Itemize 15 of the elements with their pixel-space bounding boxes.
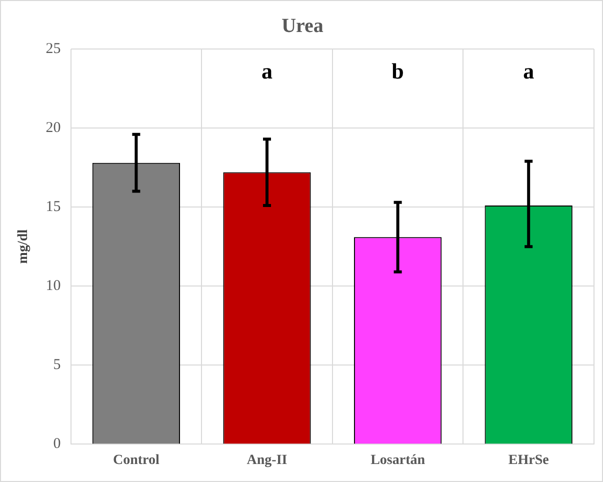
annotation: b [392,58,404,84]
y-tick-label: 20 [46,120,61,136]
y-tick-label: 0 [53,436,61,452]
chart-title: Urea [282,15,324,38]
y-tick-label: 5 [53,357,61,374]
x-tick-label: EHrSe [508,453,549,468]
y-axis-title: mg/dl [16,229,32,264]
x-tick-label: Ang-II [246,453,288,468]
annotation: a [523,58,534,84]
y-tick-label: 15 [46,199,61,216]
y-tick-label: 25 [46,40,61,57]
x-tick-label: Losartán [370,453,426,468]
y-tick-label: 10 [46,278,61,294]
annotation: a [262,58,272,84]
x-tick-label: Control [112,453,160,468]
